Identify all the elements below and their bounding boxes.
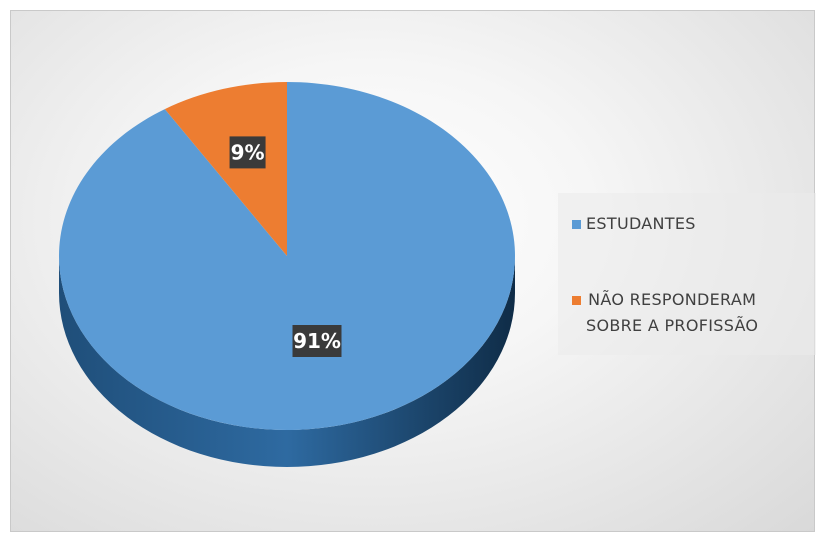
data-label-1: 9%: [231, 140, 265, 164]
legend-swatch-estudantes: [572, 220, 581, 229]
pie-slice-1: [164, 82, 287, 256]
legend-item-nao-responderam: NÃO RESPONDERAM SOBRE A PROFISSÃO: [572, 287, 758, 339]
data-label-box-0: [292, 325, 342, 357]
legend-label-nao-responderam: NÃO RESPONDERAM SOBRE A PROFISSÃO: [586, 290, 759, 335]
pie-side-wall: [59, 256, 515, 467]
data-label-box-1: [229, 136, 266, 169]
data-label-0: 91%: [293, 329, 341, 353]
legend: ESTUDANTES NÃO RESPONDERAM SOBRE A PROFI…: [558, 193, 816, 355]
legend-item-estudantes: ESTUDANTES: [572, 211, 696, 237]
legend-label-estudantes: ESTUDANTES: [586, 214, 696, 233]
legend-swatch-nao-responderam: [572, 296, 581, 305]
